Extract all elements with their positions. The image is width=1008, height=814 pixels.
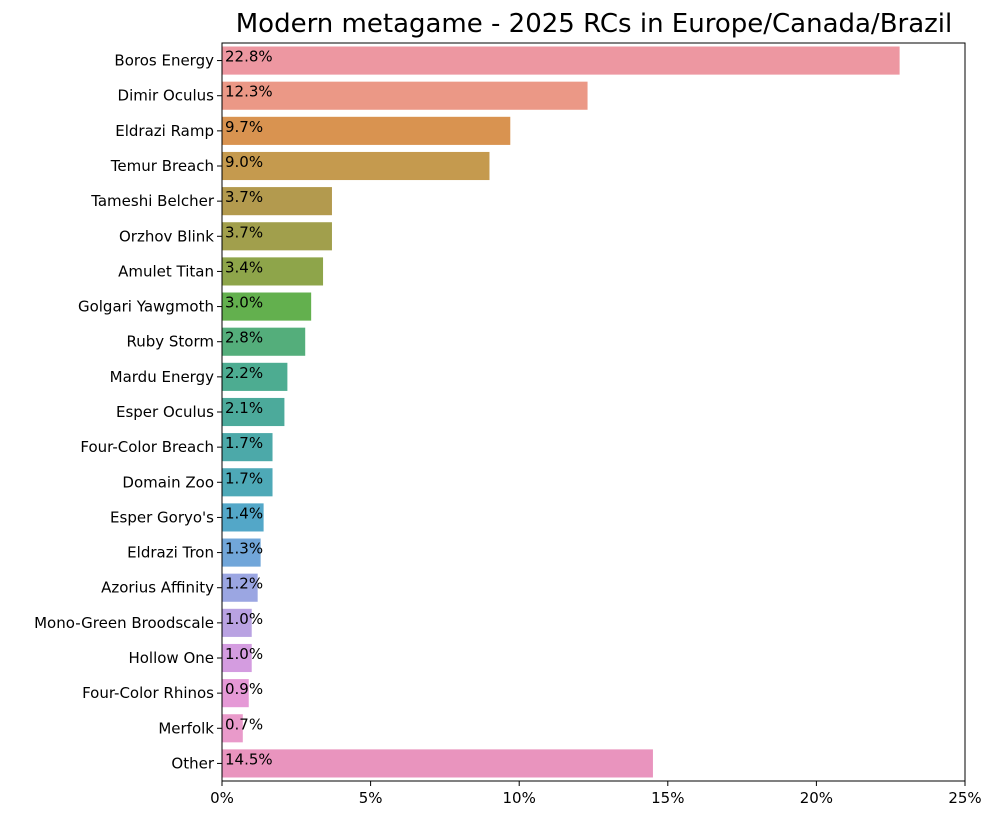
data-label: 1.0% xyxy=(225,645,263,663)
bar xyxy=(222,679,249,708)
bar xyxy=(222,362,288,391)
category-label: Ruby Storm xyxy=(126,333,214,351)
category-label: Eldrazi Ramp xyxy=(115,122,214,140)
data-label: 12.3% xyxy=(225,83,273,101)
bar xyxy=(222,151,490,181)
category-label: Esper Goryo's xyxy=(110,508,214,526)
bar xyxy=(222,503,264,532)
bars-group xyxy=(222,46,900,778)
data-label: 1.7% xyxy=(225,434,263,452)
category-label: Boros Energy xyxy=(114,52,214,70)
bar xyxy=(222,538,261,567)
bar xyxy=(222,81,588,110)
x-tick-label: 0% xyxy=(210,789,234,807)
bar xyxy=(222,187,332,216)
data-label: 3.7% xyxy=(225,188,263,206)
x-tick-label: 20% xyxy=(800,789,833,807)
data-label: 22.8% xyxy=(225,48,273,66)
data-label: 0.9% xyxy=(225,680,263,698)
data-label: 2.1% xyxy=(225,399,263,417)
category-label: Temur Breach xyxy=(110,157,214,175)
category-label: Azorius Affinity xyxy=(101,579,214,597)
category-label: Hollow One xyxy=(128,649,214,667)
bar xyxy=(222,257,324,286)
data-label: 1.7% xyxy=(225,469,263,487)
data-label: 1.4% xyxy=(225,504,263,522)
x-tick-label: 5% xyxy=(359,789,383,807)
category-label: Four-Color Rhinos xyxy=(82,684,214,702)
category-label: Four-Color Breach xyxy=(80,438,214,456)
x-tick-label: 25% xyxy=(948,789,981,807)
x-tick-label: 15% xyxy=(651,789,684,807)
data-labels: 22.8% 12.3% 9.7% 9.0% 3.7% 3.7% 3.4% 3.0% 2.8% 2.… xyxy=(225,48,273,769)
category-label: Mardu Energy xyxy=(110,368,214,386)
chart-title: Modern metagame - 2025 RCs in Europe/Can… xyxy=(236,9,953,39)
bar xyxy=(222,608,252,637)
category-label: Golgari Yawgmoth xyxy=(78,298,214,316)
bar xyxy=(222,573,258,602)
bar xyxy=(222,397,285,427)
bar xyxy=(222,46,900,75)
data-label: 1.0% xyxy=(225,610,263,628)
data-label: 0.7% xyxy=(225,715,263,733)
bar xyxy=(222,222,332,251)
category-label: Dimir Oculus xyxy=(118,87,215,105)
data-label: 3.7% xyxy=(225,223,263,241)
category-label: Amulet Titan xyxy=(118,262,214,280)
x-tick-label: 10% xyxy=(503,789,536,807)
bar xyxy=(222,327,306,356)
bar xyxy=(222,116,511,145)
x-axis: 0% 5% 10% 15% 20% 25% xyxy=(210,781,982,807)
category-label: Domain Zoo xyxy=(122,473,214,491)
category-label: Eldrazi Tron xyxy=(127,544,214,562)
bar xyxy=(222,714,243,743)
category-label: Tameshi Belcher xyxy=(90,192,215,210)
category-label: Other xyxy=(171,754,214,772)
bar xyxy=(222,292,312,321)
data-label: 9.7% xyxy=(225,118,263,136)
data-label: 2.2% xyxy=(225,364,263,382)
category-label: Esper Oculus xyxy=(116,403,214,421)
category-label: Merfolk xyxy=(158,719,214,737)
category-label: Mono-Green Broodscale xyxy=(34,614,214,632)
data-label: 1.3% xyxy=(225,540,263,558)
data-label: 2.8% xyxy=(225,329,263,347)
category-label: Orzhov Blink xyxy=(119,227,214,245)
plot-frame xyxy=(221,42,966,782)
data-label: 3.0% xyxy=(225,294,263,312)
bar xyxy=(222,749,653,778)
data-label: 1.2% xyxy=(225,575,263,593)
bar xyxy=(222,468,273,497)
bar xyxy=(222,433,273,462)
data-label: 14.5% xyxy=(225,750,273,768)
category-labels: Boros Energy Dimir Oculus Eldrazi Ramp Temu… xyxy=(34,52,222,772)
data-label: 9.0% xyxy=(225,153,263,171)
data-label: 3.4% xyxy=(225,258,263,276)
bar xyxy=(222,643,252,673)
